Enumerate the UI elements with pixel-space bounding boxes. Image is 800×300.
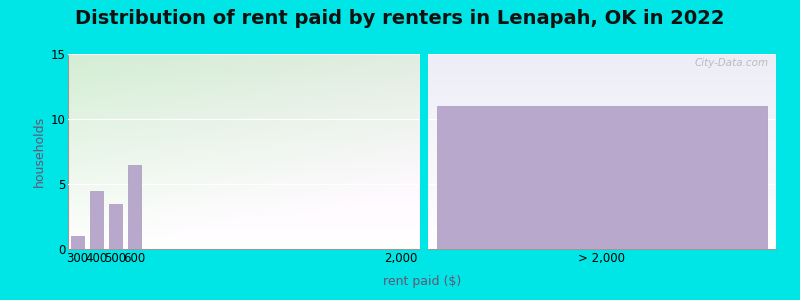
Bar xyxy=(109,203,122,249)
Bar xyxy=(90,190,103,249)
Bar xyxy=(71,236,84,249)
Text: rent paid ($): rent paid ($) xyxy=(383,275,461,288)
Y-axis label: households: households xyxy=(33,116,46,187)
Bar xyxy=(437,106,767,249)
Bar xyxy=(128,164,142,249)
Text: Distribution of rent paid by renters in Lenapah, OK in 2022: Distribution of rent paid by renters in … xyxy=(75,9,725,28)
Text: City-Data.com: City-Data.com xyxy=(695,58,769,68)
